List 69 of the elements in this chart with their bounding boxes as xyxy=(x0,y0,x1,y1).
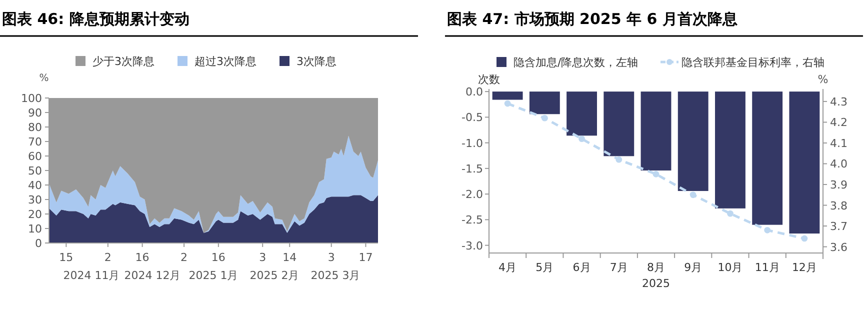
x-tick-label: 10月 xyxy=(718,261,743,274)
y-tick-label: -2.5 xyxy=(462,214,483,227)
y2-tick-label: 4.1 xyxy=(830,136,848,150)
point xyxy=(801,235,808,242)
y2-tick-label: 3.6 xyxy=(830,240,848,254)
point xyxy=(504,100,511,107)
y-tick-label: 40 xyxy=(28,179,42,192)
text: 2024 11月 xyxy=(63,269,120,282)
y2-axis-title: % xyxy=(818,73,828,86)
x-tick-label: 2 xyxy=(104,251,112,264)
y2-tick-label: 4.3 xyxy=(830,95,848,108)
x-tick-label: 3 xyxy=(259,251,266,264)
y-tick-label: -1.5 xyxy=(462,162,483,176)
y-axis-title: 次数 xyxy=(478,73,500,86)
y-tick-label: 50 xyxy=(28,164,42,178)
x-tick-label: 2 xyxy=(180,251,188,264)
point xyxy=(616,156,622,163)
point xyxy=(541,114,548,122)
legend-label: 少于3次降息 xyxy=(92,55,154,68)
x-tick-label: 8月 xyxy=(647,261,665,274)
y-axis-title: % xyxy=(39,73,49,84)
x-tick-label: 6月 xyxy=(572,261,591,274)
point xyxy=(690,192,696,198)
x-tick-label: 14 xyxy=(282,251,297,264)
y-tick-label: -0.5 xyxy=(462,111,483,124)
x-tick-label: 16 xyxy=(135,251,150,264)
y2-tick-label: 3.8 xyxy=(830,199,848,212)
legend-label: 隐含加息/降息次数，左轴 xyxy=(514,56,638,69)
y-tick-label: 90 xyxy=(28,106,42,120)
y2-tick-label: 4.2 xyxy=(830,116,848,130)
y-tick-label: 80 xyxy=(28,121,42,134)
y-tick-label: 10 xyxy=(28,222,42,236)
chart-title: 图表 47: 市场预期 2025 年 6 月首次降息 xyxy=(447,10,738,28)
y-tick-label: -1.0 xyxy=(462,136,483,150)
text: 2025 3月 xyxy=(310,269,360,282)
y-tick-label: 60 xyxy=(28,150,42,163)
legend-label: 隐含联邦基金目标利率，右轴 xyxy=(682,56,824,69)
y-tick-label: -3.0 xyxy=(462,239,483,252)
x-tick-label: 3 xyxy=(328,251,335,264)
y-tick-label: 0 xyxy=(35,237,42,250)
chart-title: 图表 46: 降息预期累计变动 xyxy=(2,10,190,28)
x-tick-label: 4月 xyxy=(498,261,517,274)
point xyxy=(578,136,585,142)
text: 2025 1月 xyxy=(188,269,238,282)
x-tick-label: 5月 xyxy=(536,261,554,274)
y-tick-label: 30 xyxy=(28,194,42,206)
point xyxy=(727,210,734,217)
legend-label: 超过3次降息 xyxy=(194,55,256,68)
x-tick-label: 12月 xyxy=(792,261,817,274)
legend-label: 3次降息 xyxy=(296,55,336,68)
x-tick-label: 11月 xyxy=(754,261,780,274)
text: 2025 2月 xyxy=(250,269,300,282)
x-tick-label: 15 xyxy=(59,251,74,264)
y2-tick-label: 3.7 xyxy=(830,220,848,234)
x-tick-label: 16 xyxy=(211,251,226,264)
text: 2024 12月 xyxy=(124,269,181,282)
y-tick-label: 20 xyxy=(28,208,42,221)
y-tick-label: -2.0 xyxy=(462,188,483,202)
point xyxy=(764,226,771,234)
x-tick-label: 9月 xyxy=(684,261,702,274)
y-tick-label: 70 xyxy=(28,136,42,148)
x-tick-label: 17 xyxy=(358,251,373,264)
y2-tick-label: 4.0 xyxy=(830,158,848,171)
y-tick-label: 0.0 xyxy=(466,86,483,99)
x-tick-label: 7月 xyxy=(610,261,628,274)
x-axis-title: 2025 xyxy=(642,277,670,290)
point xyxy=(652,170,660,178)
y2-tick-label: 3.9 xyxy=(830,178,848,192)
y-tick-label: 100 xyxy=(21,92,42,105)
